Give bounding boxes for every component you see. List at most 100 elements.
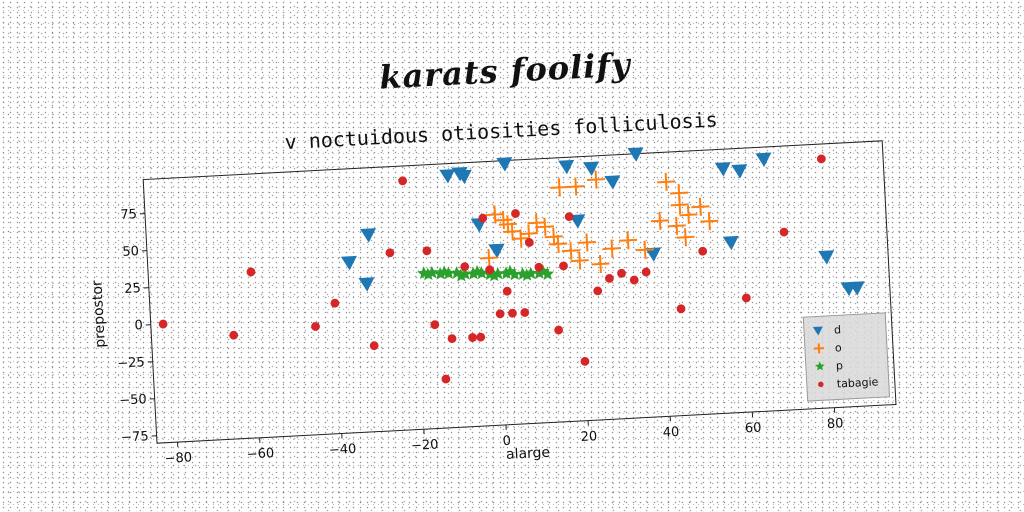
point-o (635, 240, 655, 259)
point-tabagie (580, 356, 590, 366)
legend-marker-tabagie (818, 381, 824, 388)
point-tabagie (398, 176, 408, 186)
point-d (722, 235, 739, 251)
point-p (536, 264, 550, 278)
point-o (527, 213, 546, 232)
x-tick-label: −60 (246, 446, 274, 462)
point-tabagie (593, 286, 603, 296)
point-d (582, 161, 599, 176)
point-o (479, 248, 499, 268)
point-o (667, 216, 686, 235)
point-o (561, 241, 580, 260)
point-tabagie (502, 286, 512, 296)
point-p (540, 267, 554, 281)
point-tabagie (779, 227, 789, 237)
point-o (550, 178, 569, 197)
point-o (577, 233, 597, 252)
point-d (645, 247, 662, 262)
point-p (421, 267, 435, 281)
y-tick-label: −25 (117, 355, 145, 371)
point-d (604, 175, 621, 190)
y-tick-label: −75 (121, 429, 149, 445)
y-axis-label: prepostor (89, 280, 109, 348)
point-o (676, 228, 695, 247)
point-d (358, 277, 375, 292)
data-marks (158, 147, 865, 384)
point-tabagie (447, 334, 457, 344)
point-tabagie (478, 213, 488, 223)
legend-marker-p (815, 361, 825, 371)
x-axis-label: alarge (506, 445, 551, 463)
point-tabagie (311, 322, 320, 331)
point-tabagie (422, 246, 432, 256)
point-tabagie (534, 262, 544, 272)
point-tabagie (495, 309, 505, 319)
point-tabagie (158, 319, 168, 329)
point-p (487, 268, 501, 282)
point-o (549, 234, 568, 253)
point-o (570, 251, 589, 270)
point-d (840, 281, 857, 297)
legend-label: p (836, 359, 844, 372)
chart-title: v noctuidous otiosities folliculosis (284, 107, 718, 154)
point-p (474, 266, 489, 280)
point-p (433, 266, 447, 280)
point-o (511, 229, 530, 248)
point-o (535, 217, 555, 236)
point-d (627, 147, 644, 162)
x-tick-label: 20 (580, 429, 597, 445)
point-tabagie (330, 298, 340, 308)
point-tabagie (816, 154, 826, 164)
x-tick-label: 0 (502, 434, 511, 449)
point-d (360, 228, 377, 243)
chart-group: v noctuidous otiosities folliculosis −80… (89, 107, 897, 467)
point-o (566, 177, 585, 196)
legend-marker-o (813, 343, 824, 354)
point-d (496, 157, 513, 172)
y-tick-label: 75 (120, 207, 137, 223)
point-tabagie (641, 267, 651, 277)
x-tick-label: −40 (329, 442, 357, 458)
point-o (679, 205, 698, 224)
point-o (498, 215, 517, 234)
point-tabagie (617, 268, 626, 278)
point-tabagie (508, 308, 517, 318)
point-o (618, 231, 638, 250)
x-tick-label: 80 (827, 416, 844, 432)
point-tabagie (605, 273, 614, 283)
point-o (544, 227, 563, 246)
legend-label: tabagie (836, 375, 878, 390)
point-o (657, 172, 676, 191)
point-tabagie (246, 267, 256, 277)
x-axis: −80 −60 −40 −20 0 20 40 60 80 (164, 407, 844, 467)
point-o (670, 195, 689, 214)
point-tabagie (485, 265, 495, 275)
point-o (494, 211, 513, 230)
point-d (558, 159, 575, 175)
point-tabagie (629, 275, 639, 285)
y-tick-label: 0 (134, 318, 143, 333)
y-tick-label: 25 (124, 281, 141, 297)
point-tabagie (468, 333, 477, 342)
point-o (650, 211, 669, 230)
point-tabagie (554, 325, 564, 335)
point-tabagie (524, 238, 534, 247)
x-tick-label: 40 (662, 425, 679, 441)
point-d (755, 152, 772, 167)
point-p (507, 267, 522, 281)
legend-label: d (834, 323, 842, 336)
x-tick-label: 60 (744, 421, 761, 437)
x-tick-label: −20 (411, 437, 439, 453)
x-tick-label: −80 (164, 450, 192, 466)
point-tabagie (564, 212, 574, 222)
point-p (499, 266, 513, 280)
point-d (340, 255, 357, 271)
legend-box (802, 312, 891, 402)
y-tick-label: 50 (122, 244, 139, 260)
point-tabagie (476, 332, 486, 342)
point-p (503, 264, 517, 278)
point-p (441, 266, 456, 280)
point-d (731, 164, 748, 179)
point-tabagie (698, 246, 708, 256)
